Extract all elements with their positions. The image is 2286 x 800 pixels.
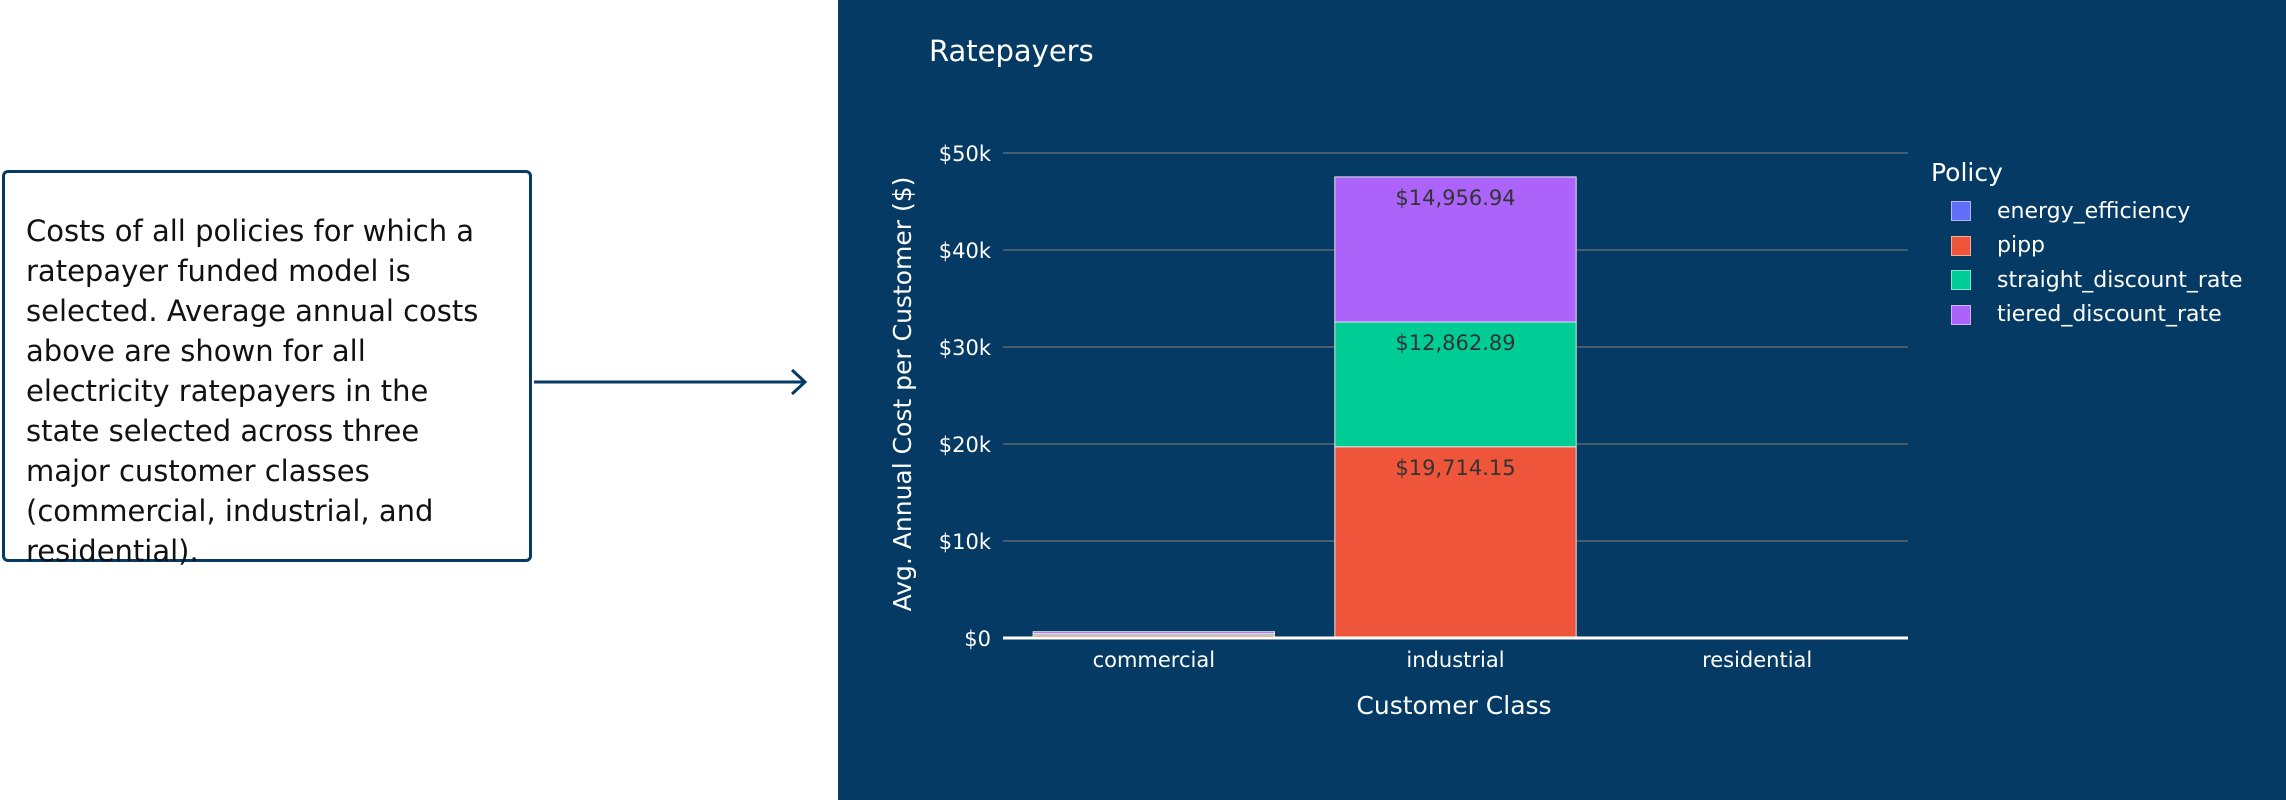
legend-swatch — [1951, 201, 1971, 222]
x-tick-label: commercial — [1093, 648, 1215, 672]
legend-item-pipp[interactable]: pipp — [1951, 229, 2243, 264]
x-axis-title: Customer Class — [1356, 691, 1551, 720]
legend-label: pipp — [1997, 233, 2046, 259]
y-tick-label: $0 — [964, 627, 991, 651]
y-tick-label: $50k — [939, 142, 992, 166]
bar-segment-commercial-tiered_discount_rate — [1032, 631, 1275, 635]
legend-label: straight_discount_rate — [1997, 267, 2243, 293]
legend-item-straight-discount-rate[interactable]: straight_discount_rate — [1951, 263, 2243, 298]
legend-label: energy_efficiency — [1997, 198, 2191, 224]
y-tick-label: $20k — [939, 433, 992, 457]
x-tick-label: residential — [1702, 648, 1812, 672]
x-tick-label: industrial — [1406, 648, 1504, 672]
legend-title: Policy — [1931, 158, 2003, 187]
y-axis-title: Avg. Annual Cost per Customer ($) — [888, 177, 917, 612]
y-tick-label: $10k — [939, 530, 992, 554]
y-tick-label: $40k — [939, 239, 992, 263]
data-label: $19,714.15 — [1395, 456, 1515, 480]
bar-segment-industrial-tiered_discount_rate — [1334, 176, 1577, 323]
chart-panel: Ratepayers $19,714.15 $12,862.89 $14,956.9… — [838, 0, 2286, 800]
legend: energy_efficiency pipp straight_discount… — [1951, 194, 2243, 332]
legend-item-energy-efficiency[interactable]: energy_efficiency — [1951, 194, 2243, 229]
legend-swatch — [1951, 235, 1971, 256]
legend-item-tiered-discount-rate[interactable]: tiered_discount_rate — [1951, 298, 2243, 333]
legend-swatch — [1951, 270, 1971, 291]
legend-swatch — [1951, 304, 1971, 325]
arrow-right-icon — [534, 368, 808, 396]
bar-segment-industrial-pipp — [1334, 446, 1577, 639]
policy-cost-callout: Costs of all policies for which a ratepa… — [2, 170, 532, 568]
y-tick-label: $30k — [939, 336, 992, 360]
data-label: $14,956.94 — [1395, 186, 1515, 210]
callout-text: Costs of all policies for which a ratepa… — [26, 214, 479, 568]
data-label: $12,862.89 — [1395, 331, 1515, 355]
stacked-bar-chart: Ratepayers $19,714.15 $12,862.89 $14,956.9… — [888, 34, 1908, 720]
chart-title: Ratepayers — [929, 34, 1094, 68]
legend-label: tiered_discount_rate — [1997, 302, 2222, 328]
